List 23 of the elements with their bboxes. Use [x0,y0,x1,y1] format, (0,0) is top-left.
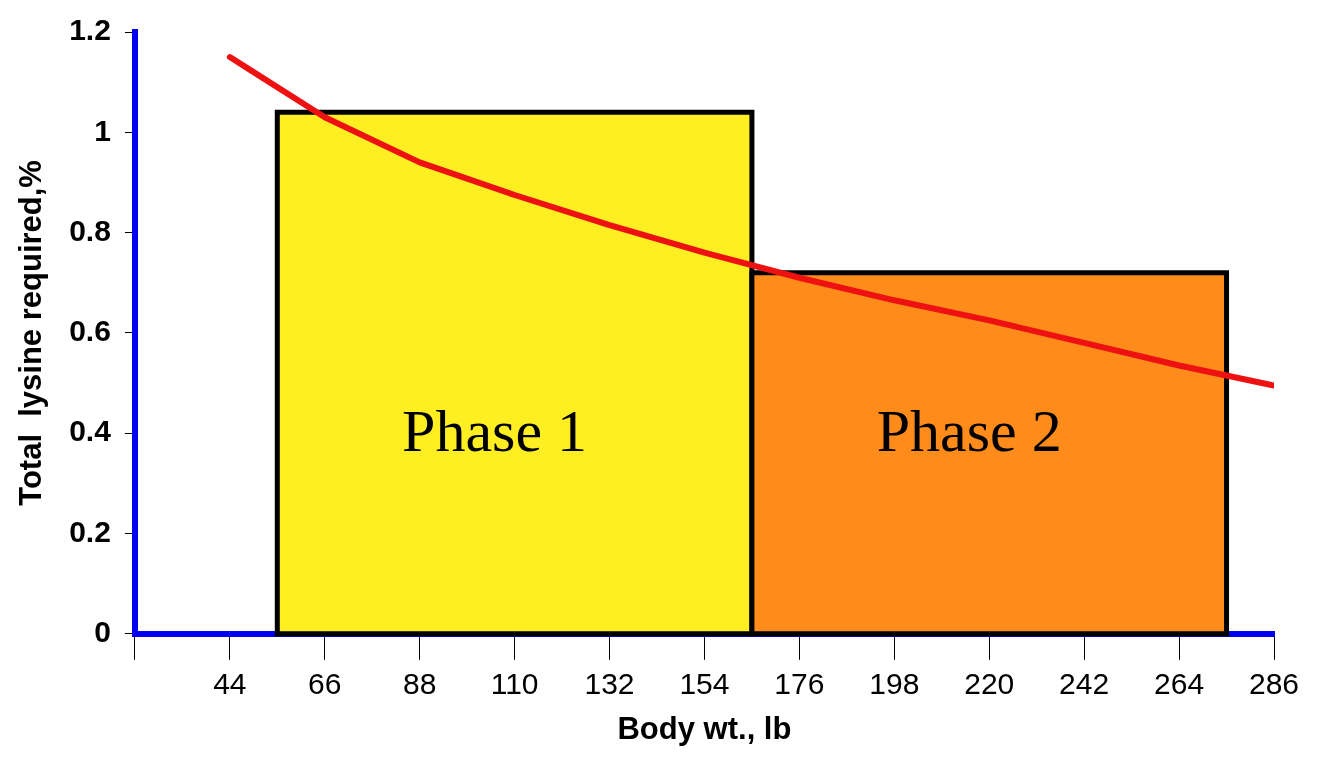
x-tick-label: 66 [308,667,342,701]
x-axis-title: Body wt., lb [617,710,792,746]
annotation: Phase 2 [876,397,1062,464]
x-tick-label: 154 [679,667,730,701]
y-tick-label: 0.6 [69,314,111,348]
y-tick-label: 0.4 [69,414,112,448]
y-axis-title: Total lysine required,% [13,160,49,506]
y-tick-label: 1 [94,113,111,147]
x-tick-label: 198 [869,667,920,701]
x-tick-label: 132 [584,667,635,701]
y-tick-label: 0.8 [69,213,111,247]
y-tick-label: 0.2 [69,514,111,548]
y-tick-label: 1.2 [69,13,111,47]
annotation: Phase 1 [402,397,588,464]
x-tick-label: 44 [213,667,247,701]
x-tick-label: 242 [1059,667,1110,701]
x-tick-label: 220 [964,667,1015,701]
x-tick-label: 176 [774,667,825,701]
x-tick-label: 110 [490,667,539,701]
x-tick-label: 286 [1248,667,1300,701]
x-tick-label: 264 [1154,667,1205,701]
y-tick-label: 0 [94,615,111,649]
x-tick-label: 88 [402,667,437,701]
